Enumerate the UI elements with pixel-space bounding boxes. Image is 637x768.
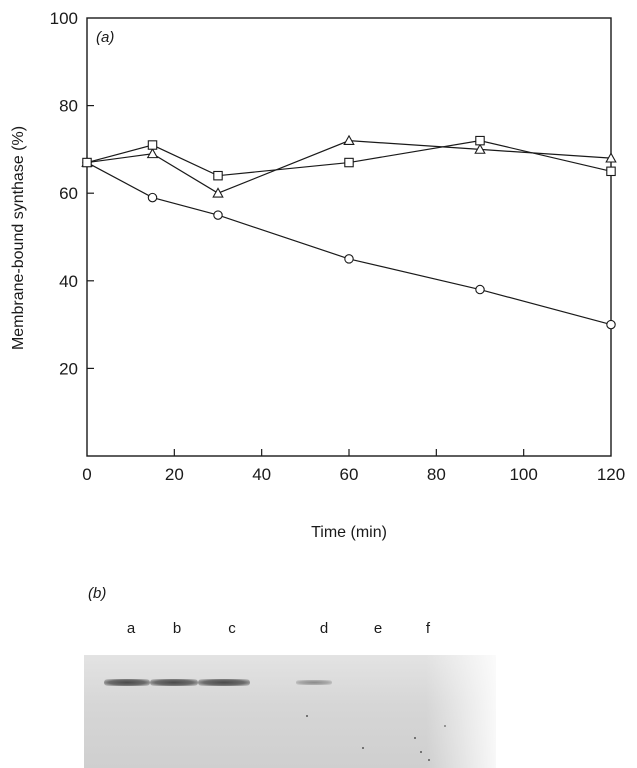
- data-point-circle: [344, 254, 354, 264]
- data-point-square: [82, 157, 92, 168]
- gel-speck: [414, 737, 416, 739]
- gel-band-lane-c: [198, 679, 250, 686]
- data-point-circle: [606, 319, 616, 330]
- plot-frame: [86, 17, 612, 457]
- y-tick-label: 40: [59, 272, 78, 291]
- panel-a-label: (a): [96, 29, 114, 46]
- gel-lane-label-f: f: [425, 620, 431, 637]
- data-point-triangle: [474, 143, 486, 154]
- y-tick-label: 60: [59, 184, 78, 203]
- data-point-square: [147, 140, 158, 150]
- gel-band-lane-a: [104, 679, 150, 686]
- gel-image: [84, 655, 496, 768]
- data-point-square: [213, 170, 223, 181]
- data-point-triangle: [605, 152, 617, 163]
- series-square: [82, 135, 616, 181]
- gel-lane-label-c: c: [228, 620, 236, 637]
- data-point-triangle: [146, 147, 159, 159]
- gel-band-lane-d: [296, 680, 332, 685]
- data-point-circle: [475, 284, 485, 295]
- x-tick-label: 120: [597, 465, 625, 484]
- gel-lane-label-e: e: [373, 620, 383, 637]
- chart-panel-a: 0 20 40 60 80 100 120 20 40 60 80 100 (a) Time (min…: [10, 9, 625, 541]
- data-point-square: [475, 135, 485, 146]
- x-tick-label: 40: [252, 465, 271, 484]
- gel-speck: [306, 715, 308, 717]
- data-point-circle: [147, 192, 158, 203]
- gel-lane-label-d: d: [319, 620, 329, 637]
- series-line: [86, 140, 612, 194]
- gel-speck: [420, 751, 422, 753]
- x-axis-title: Time (min): [311, 524, 387, 541]
- x-tick-label: 80: [427, 465, 446, 484]
- gel-speck: [362, 747, 364, 749]
- series-line: [86, 162, 612, 326]
- gel-band-lane-b: [150, 679, 198, 686]
- gel-edge-fade: [426, 655, 496, 768]
- y-axis-title: Membrane-bound synthase (%): [10, 126, 27, 350]
- gel-lane-label-b: b: [172, 620, 182, 637]
- x-tick-label: 20: [165, 465, 184, 484]
- series-circle: [82, 157, 616, 330]
- data-point-triangle: [212, 187, 224, 198]
- gel-lane-label-a: a: [126, 620, 136, 637]
- x-tick-label: 60: [340, 465, 359, 484]
- x-tick-label: 100: [509, 465, 537, 484]
- y-tick-label: 100: [50, 9, 78, 28]
- series-line: [86, 140, 612, 177]
- panel-b-label: (b): [88, 585, 107, 602]
- y-tick-label: 20: [59, 359, 78, 378]
- x-tick-label: 0: [82, 465, 91, 484]
- data-point-circle: [213, 210, 223, 220]
- data-point-square: [344, 157, 354, 168]
- y-tick-label: 80: [59, 97, 78, 116]
- data-point-square: [606, 166, 616, 177]
- data-point-triangle: [343, 134, 355, 146]
